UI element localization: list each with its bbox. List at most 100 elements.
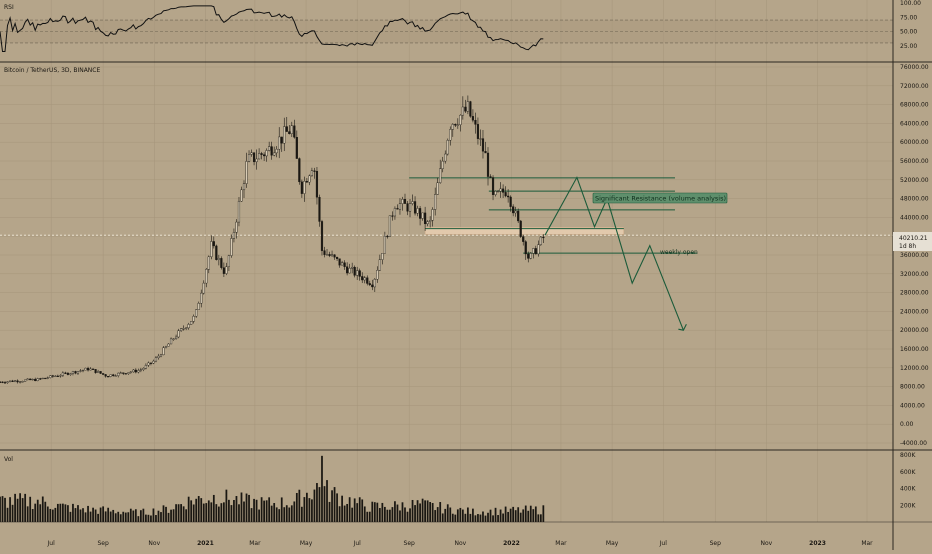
candle-body[interactable] (104, 374, 107, 377)
candle-body[interactable] (162, 347, 165, 356)
candle-body[interactable] (260, 153, 263, 155)
candle-body[interactable] (537, 244, 540, 255)
candle-body[interactable] (484, 151, 487, 154)
volume-bar[interactable] (298, 489, 301, 522)
candle-body[interactable] (444, 153, 447, 162)
volume-bar[interactable] (109, 511, 112, 522)
candle-body[interactable] (222, 267, 225, 274)
candle-body[interactable] (539, 236, 542, 245)
volume-bar[interactable] (424, 500, 426, 522)
volume-bar[interactable] (89, 511, 92, 522)
candle-body[interactable] (446, 140, 449, 155)
volume-bar[interactable] (283, 507, 286, 522)
candle-body[interactable] (197, 303, 200, 310)
candle-body[interactable] (517, 210, 520, 222)
volume-bar[interactable] (300, 506, 303, 522)
volume-bar[interactable] (487, 512, 489, 522)
volume-bar[interactable] (529, 505, 532, 522)
volume-bar[interactable] (472, 508, 474, 522)
candle-body[interactable] (8, 380, 12, 382)
candle-body[interactable] (366, 277, 369, 284)
candle-body[interactable] (137, 370, 140, 373)
candle-body[interactable] (466, 101, 469, 112)
volume-bar[interactable] (235, 496, 238, 522)
volume-bar[interactable] (185, 509, 188, 522)
candle-body[interactable] (328, 254, 331, 256)
volume-bar[interactable] (220, 503, 223, 522)
volume-bar[interactable] (155, 515, 157, 522)
volume-bar[interactable] (313, 489, 316, 522)
candle-body[interactable] (220, 258, 223, 268)
volume-bar[interactable] (263, 500, 266, 522)
candle-body[interactable] (300, 181, 303, 194)
volume-bar[interactable] (366, 511, 369, 522)
candle-body[interactable] (29, 378, 32, 381)
candle-body[interactable] (396, 208, 399, 210)
volume-bar[interactable] (117, 511, 120, 522)
volume-bar[interactable] (253, 498, 255, 522)
volume-bar[interactable] (217, 506, 220, 522)
volume-bar[interactable] (411, 499, 414, 522)
candle-body[interactable] (464, 106, 467, 112)
volume-bar[interactable] (419, 503, 421, 522)
volume-bar[interactable] (56, 503, 59, 522)
volume-bar[interactable] (504, 506, 507, 522)
candle-body[interactable] (343, 262, 346, 267)
candle-body[interactable] (491, 177, 495, 195)
candle-body[interactable] (3, 382, 7, 384)
volume-bar[interactable] (230, 505, 233, 522)
volume-bar[interactable] (72, 503, 74, 522)
candle-body[interactable] (285, 126, 288, 132)
volume-bar[interactable] (119, 514, 122, 522)
candle-body[interactable] (338, 258, 341, 266)
candle-body[interactable] (449, 129, 452, 141)
candle-body[interactable] (436, 182, 439, 195)
candle-body[interactable] (393, 208, 397, 217)
volume-bar[interactable] (59, 503, 62, 522)
candle-body[interactable] (26, 378, 29, 381)
candle-body[interactable] (373, 279, 376, 288)
volume-bar[interactable] (368, 511, 371, 522)
volume-bar[interactable] (275, 507, 278, 522)
candle-body[interactable] (341, 262, 344, 266)
volume-bar[interactable] (507, 511, 510, 522)
volume-bar[interactable] (225, 489, 228, 522)
volume-bar[interactable] (371, 501, 374, 522)
candle-body[interactable] (315, 171, 319, 198)
candle-body[interactable] (19, 381, 22, 383)
candle-body[interactable] (351, 266, 354, 269)
candle-body[interactable] (237, 200, 241, 223)
volume-bar[interactable] (82, 508, 84, 522)
volume-bar[interactable] (31, 509, 34, 522)
candle-body[interactable] (212, 241, 215, 247)
volume-bar[interactable] (137, 516, 140, 522)
volume-bar[interactable] (509, 508, 512, 522)
candle-body[interactable] (346, 266, 349, 274)
candle-body[interactable] (479, 138, 482, 140)
volume-bar[interactable] (477, 514, 479, 522)
volume-bar[interactable] (192, 504, 195, 522)
volume-bar[interactable] (11, 504, 14, 522)
volume-bar[interactable] (451, 513, 454, 522)
volume-bar[interactable] (129, 508, 132, 522)
candle-body[interactable] (102, 373, 105, 375)
candle-body[interactable] (175, 336, 178, 340)
candle-body[interactable] (14, 380, 17, 383)
volume-bar[interactable] (396, 504, 399, 522)
volume-bar[interactable] (157, 510, 160, 522)
candle-body[interactable] (109, 374, 112, 377)
volume-bar[interactable] (102, 506, 105, 522)
candle-body[interactable] (69, 373, 72, 375)
candle-body[interactable] (419, 208, 422, 219)
candle-body[interactable] (230, 238, 233, 256)
candle-body[interactable] (61, 372, 64, 376)
candle-body[interactable] (157, 355, 160, 359)
candle-body[interactable] (129, 371, 132, 373)
volume-bar[interactable] (34, 503, 37, 522)
candle-body[interactable] (378, 259, 381, 271)
candle-body[interactable] (504, 192, 507, 197)
volume-bar[interactable] (303, 497, 306, 522)
volume-bar[interactable] (502, 513, 504, 522)
candle-body[interactable] (469, 101, 472, 117)
candle-body[interactable] (265, 150, 268, 157)
